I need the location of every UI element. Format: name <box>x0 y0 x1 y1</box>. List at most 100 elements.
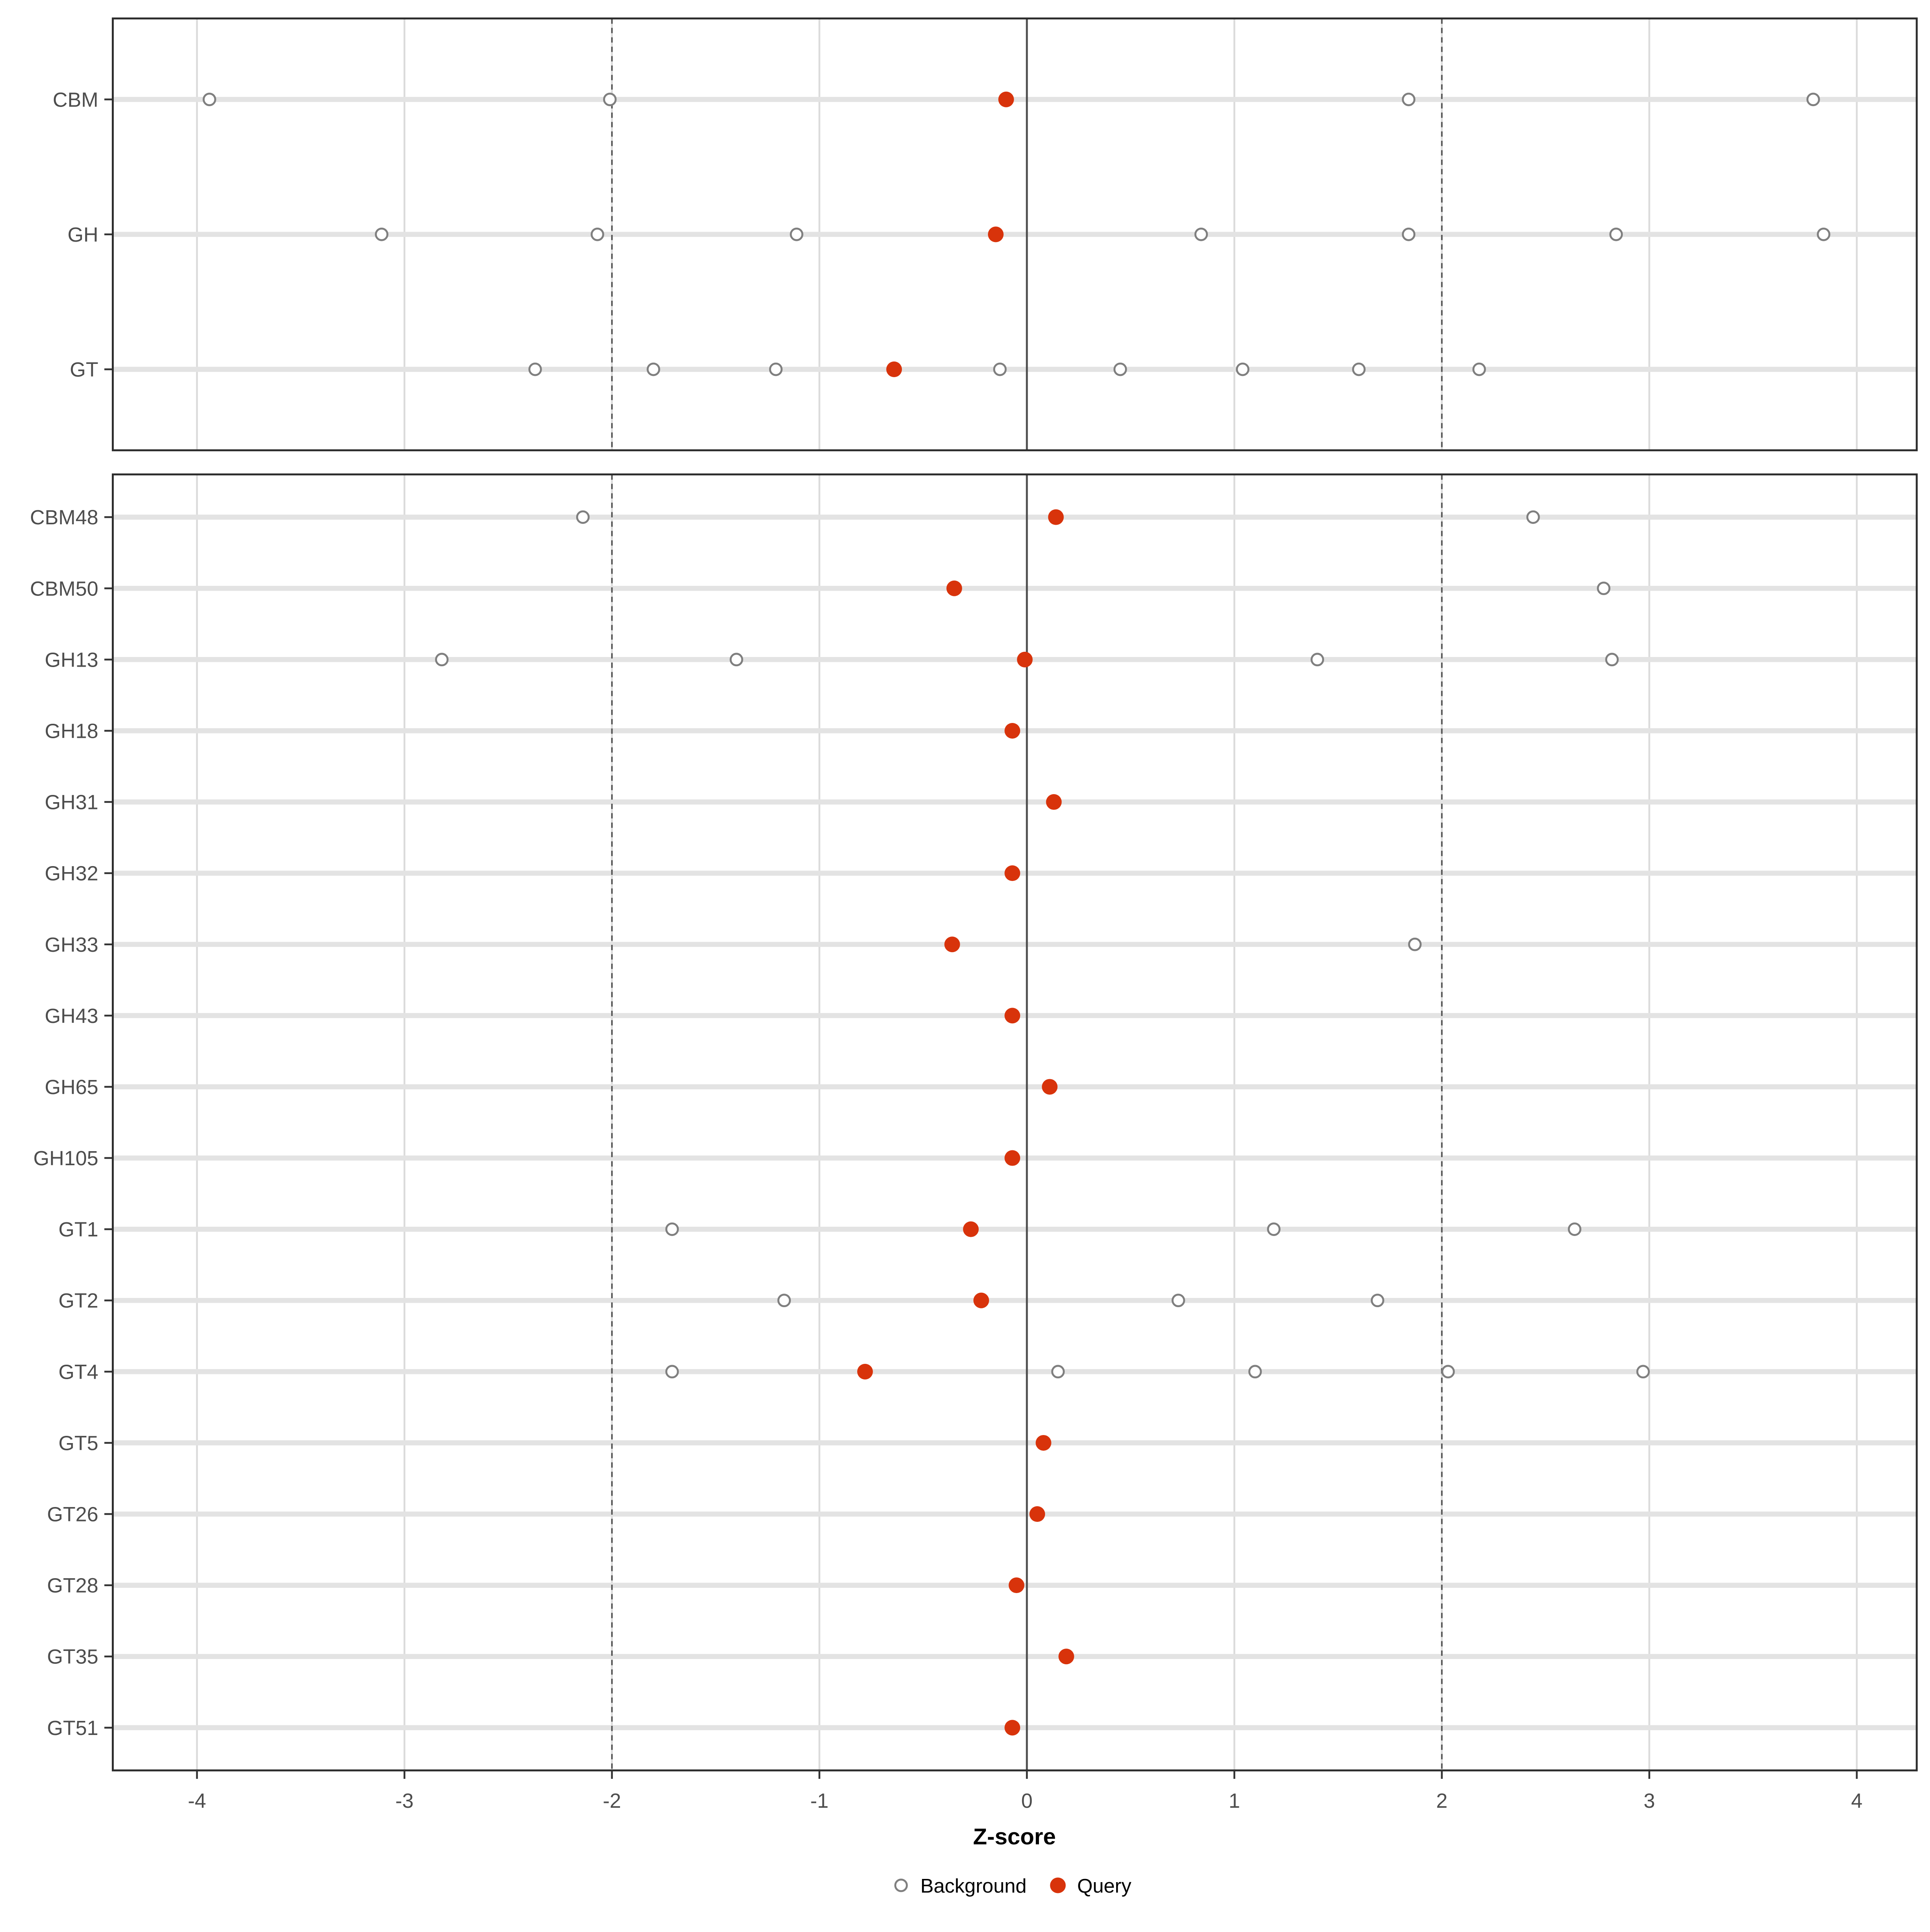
legend-background-label: Background <box>920 1875 1027 1897</box>
background-point-GH13-3 <box>1605 653 1619 667</box>
x-tick-label-0: 0 <box>1021 1789 1033 1812</box>
background-point-GH13-0 <box>435 653 449 667</box>
x-tick-label--1: -1 <box>810 1789 828 1812</box>
background-point-CBM-2 <box>1402 92 1416 107</box>
background-point-GH-1 <box>590 228 604 241</box>
query-point-GT <box>886 361 902 378</box>
y-axis-label-GH43: GH43 <box>45 1004 98 1027</box>
background-point-CBM48-1 <box>1526 510 1540 524</box>
query-point-GT28 <box>1008 1577 1025 1593</box>
background-point-GT1-2 <box>1568 1222 1581 1236</box>
panel-border-families <box>112 17 1918 452</box>
query-point-GH32 <box>1004 865 1020 881</box>
query-point-GT1 <box>963 1221 979 1237</box>
background-point-CBM-1 <box>603 92 617 107</box>
background-point-GT1-1 <box>1267 1222 1281 1236</box>
background-point-GT2-1 <box>1171 1293 1185 1308</box>
background-point-GT4-3 <box>1441 1365 1455 1379</box>
background-point-GT-1 <box>647 362 660 376</box>
query-point-GT4 <box>857 1363 873 1380</box>
background-point-GH13-2 <box>1310 653 1324 667</box>
query-point-GH65 <box>1042 1079 1058 1095</box>
y-axis-label-GH105: GH105 <box>33 1147 99 1170</box>
x-axis-title: Z-score <box>973 1824 1056 1850</box>
y-axis-label-GT28: GT28 <box>47 1574 99 1597</box>
background-point-GT-2 <box>769 362 783 376</box>
query-point-GH18 <box>1004 723 1020 739</box>
y-axis-label-CBM: CBM <box>53 88 98 111</box>
query-point-CBM50 <box>946 580 962 596</box>
y-axis-label-GT51: GT51 <box>47 1716 99 1739</box>
query-point-GT51 <box>1004 1720 1020 1736</box>
background-point-CBM50-0 <box>1597 581 1611 595</box>
legend-query-label: Query <box>1077 1875 1131 1897</box>
query-point-GT35 <box>1058 1649 1074 1665</box>
background-point-GH-5 <box>1609 228 1623 241</box>
background-point-GH-4 <box>1402 228 1416 241</box>
facet-panel-families: CBM GH GT <box>53 17 1918 452</box>
x-tick-label-3: 3 <box>1644 1789 1655 1812</box>
query-point-GT5 <box>1035 1435 1051 1451</box>
x-tick-label-2: 2 <box>1436 1789 1448 1812</box>
background-point-CBM-3 <box>1806 92 1820 107</box>
facet-panel-subfamilies: CBM48 CBM50 GH13 GH18 GH31 GH32 GH33 GH43 GH65 GH… <box>30 473 1918 1772</box>
query-point-CBM <box>998 91 1014 107</box>
background-point-GT4-4 <box>1636 1365 1650 1379</box>
background-point-GT-7 <box>1472 362 1486 376</box>
y-axis-label-CBM48: CBM48 <box>30 506 98 529</box>
x-tick-label-1: 1 <box>1229 1789 1240 1812</box>
background-point-GT4-0 <box>665 1365 679 1379</box>
background-point-GH-3 <box>1194 228 1208 241</box>
query-point-GH43 <box>1004 1008 1020 1024</box>
query-point-GH13 <box>1017 651 1033 667</box>
background-point-CBM-0 <box>203 92 216 107</box>
background-point-CBM48-0 <box>576 510 590 524</box>
background-point-GT2-2 <box>1371 1293 1384 1308</box>
background-point-GH-0 <box>375 228 388 241</box>
legend-query-swatch <box>1050 1877 1066 1893</box>
query-point-GT26 <box>1029 1506 1045 1522</box>
y-axis-label-GT: GT <box>70 358 99 381</box>
query-point-GH <box>988 226 1004 242</box>
background-point-GT4-2 <box>1248 1365 1262 1379</box>
x-tick-label--4: -4 <box>188 1789 206 1812</box>
y-axis-label-GH: GH <box>68 223 99 246</box>
query-point-GT2 <box>973 1292 989 1308</box>
background-point-GH-2 <box>790 228 803 241</box>
facet-panels: CBM GH GT CBM48 CBM50 GH13 GH18 GH31 GH32 GH33 GH4… <box>30 17 1918 1772</box>
background-point-GH13-1 <box>729 653 743 667</box>
legend-background-swatch <box>894 1879 908 1892</box>
y-axis-label-GT35: GT35 <box>47 1645 99 1668</box>
y-axis-label-GT26: GT26 <box>47 1503 99 1526</box>
query-point-GH31 <box>1046 794 1062 810</box>
x-tick-label-4: 4 <box>1851 1789 1862 1812</box>
y-axis-label-GH32: GH32 <box>45 862 98 885</box>
panel-border-subfamilies <box>112 473 1918 1772</box>
y-axis-label-GH18: GH18 <box>45 719 98 742</box>
y-axis-label-GH33: GH33 <box>45 933 98 956</box>
x-axis: -4 -3 -2 -1 0 1 2 3 4 <box>188 1770 1862 1812</box>
background-point-GH-6 <box>1817 228 1831 241</box>
y-axis-label-GT2: GT2 <box>58 1289 98 1312</box>
background-point-GT-5 <box>1236 362 1250 376</box>
y-axis-label-GH65: GH65 <box>45 1076 98 1098</box>
query-point-GH33 <box>944 936 960 953</box>
y-axis-label-GT1: GT1 <box>58 1218 98 1241</box>
background-point-GH33-0 <box>1408 937 1422 951</box>
y-axis-label-GH13: GH13 <box>45 648 98 671</box>
query-point-GH105 <box>1004 1150 1020 1166</box>
y-axis-label-GH31: GH31 <box>45 791 98 814</box>
background-point-GT-0 <box>528 362 542 376</box>
background-point-GT-3 <box>993 362 1007 376</box>
y-axis-label-GT5: GT5 <box>58 1431 98 1454</box>
background-point-GT4-1 <box>1051 1365 1065 1379</box>
background-point-GT-6 <box>1352 362 1366 376</box>
background-point-GT2-0 <box>777 1293 791 1308</box>
x-tick-label--3: -3 <box>395 1789 413 1812</box>
background-point-GT-4 <box>1113 362 1127 376</box>
x-tick-label--2: -2 <box>603 1789 621 1812</box>
query-point-CBM48 <box>1048 509 1064 525</box>
y-axis-label-CBM50: CBM50 <box>30 577 98 600</box>
